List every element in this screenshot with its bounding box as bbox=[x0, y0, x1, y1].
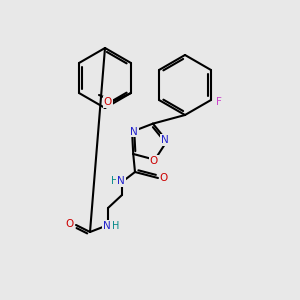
Text: O: O bbox=[150, 156, 158, 166]
Text: N: N bbox=[103, 221, 111, 231]
Text: N: N bbox=[130, 127, 138, 137]
Text: N: N bbox=[161, 135, 169, 145]
Text: F: F bbox=[216, 97, 222, 107]
Text: O: O bbox=[104, 97, 112, 107]
Text: O: O bbox=[160, 173, 168, 183]
Text: N: N bbox=[117, 176, 125, 186]
Text: H: H bbox=[112, 221, 120, 231]
Text: H: H bbox=[111, 176, 119, 186]
Text: O: O bbox=[66, 219, 74, 229]
